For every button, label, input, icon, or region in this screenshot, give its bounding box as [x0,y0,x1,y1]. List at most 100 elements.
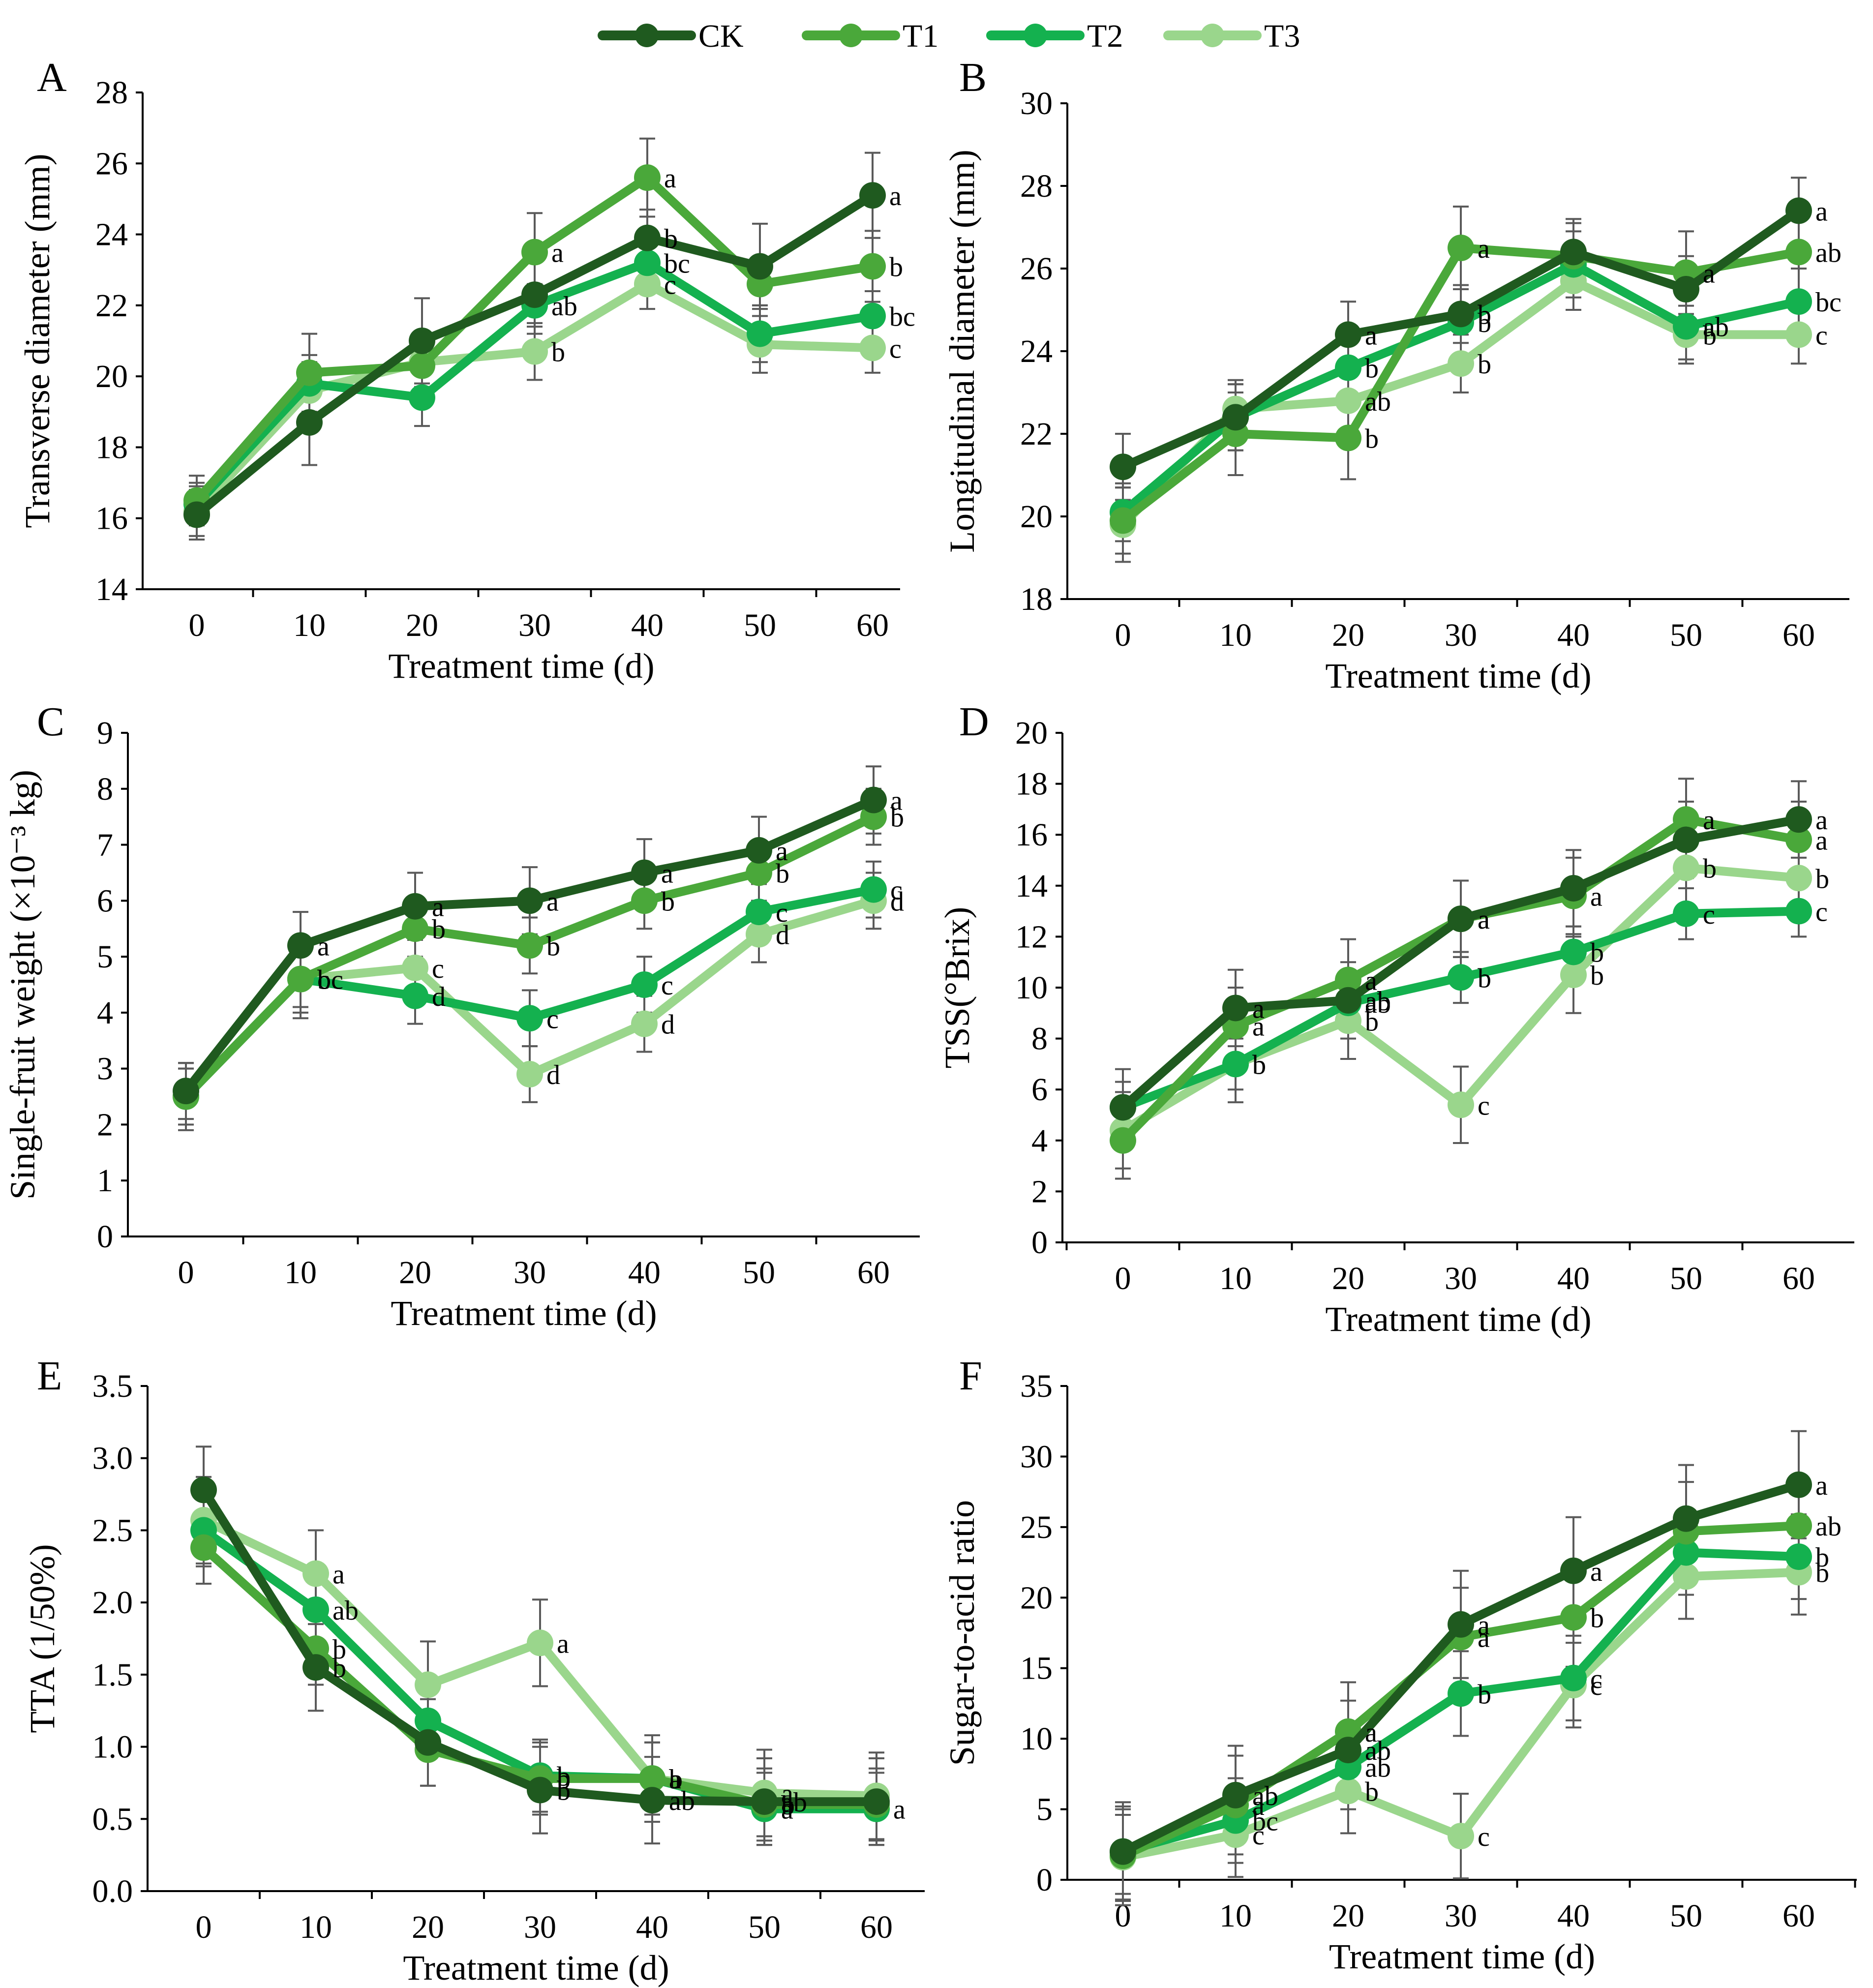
data-point-t1 [296,359,323,386]
panel-c-ytick-label: 5 [97,939,113,975]
panel-a-xtick-label: 40 [631,607,664,643]
significance-label-t2: c [661,970,673,1001]
data-point-ck [1673,276,1699,302]
significance-label-t1: b [1365,423,1379,454]
panel-e-xtick-label: 40 [636,1909,668,1945]
panel-e-xtick-label: 20 [412,1909,444,1945]
data-point-ck [287,932,314,959]
data-point-t1 [1110,507,1136,534]
significance-label-t3: b [1815,864,1829,894]
significance-label-t2: ab [551,291,577,322]
panel-a-xtick-label: 20 [406,607,438,643]
panel-d-xtick-label: 20 [1332,1261,1364,1296]
significance-label-t2: ab [1365,989,1391,1019]
significance-label-t1: b [557,1764,571,1795]
significance-label-t3: d [661,1010,675,1040]
panel-c-ytick-label: 3 [97,1051,113,1087]
legend-marker-t3 [1201,24,1224,47]
data-point-t3 [302,1560,329,1587]
panel-a-xtick-label: 10 [293,607,326,643]
data-point-ck [1785,197,1812,224]
data-point-ck [296,409,323,436]
panel-b-ytick-label: 24 [1020,333,1053,369]
significance-label-t1: a [1478,904,1490,935]
legend-marker-ck [635,24,659,47]
data-point-t3 [746,921,772,948]
data-point-t1 [1785,1512,1812,1539]
panel-e-xtick-label: 30 [524,1909,556,1945]
panel-e-y-axis-title: TTA (1/50%) [23,1544,62,1733]
significance-label-t2: b [1478,1679,1491,1710]
significance-label-t2: a [781,1795,793,1825]
data-point-t1 [1785,826,1812,853]
panel-c-xtick-label: 30 [514,1255,546,1291]
data-point-t3 [1448,1823,1474,1850]
data-point-t2 [1448,1680,1474,1707]
significance-label-t2: b [1478,308,1491,338]
panel-c-xtick-label: 0 [178,1255,194,1291]
data-point-ck [409,328,435,354]
data-point-t1 [634,164,661,191]
panel-f-ytick-label: 15 [1020,1651,1053,1687]
significance-label-t1: b [317,965,331,995]
data-point-t2 [860,876,887,903]
panel-f-ytick-label: 35 [1020,1368,1053,1404]
panel-d-xtick-label: 0 [1115,1261,1131,1296]
panel-b-ytick-label: 18 [1020,581,1053,617]
significance-label-t2: bc [1252,1807,1278,1837]
panel-f-ytick-label: 25 [1020,1509,1053,1545]
panel-e-ytick-label: 3.5 [92,1368,133,1404]
legend-label-t2: T2 [1087,18,1123,54]
significance-label-t2: b [669,1764,683,1795]
data-point-t2 [631,971,658,998]
data-point-t2 [1673,313,1699,340]
data-point-t2 [1222,1051,1249,1078]
panel-f-y-axis-title: Sugar-to-acid ratio [942,1500,982,1766]
panel-f-xtick-label: 30 [1445,1898,1477,1934]
data-point-ck [860,786,887,813]
data-point-t1 [516,932,543,959]
significance-label-t1: a [1703,258,1715,289]
significance-label-t2: a [893,1795,906,1825]
data-point-ck [1335,987,1361,1014]
data-point-t2 [1673,1539,1699,1566]
chart-panel-a: A 14 16 18 20 22 24 26 28 0 10 20 30 40 50 60 Treatment … [18,55,915,686]
data-point-t2 [634,249,661,276]
panel-f-xtick-label: 50 [1670,1898,1702,1934]
panel-c-ytick-label: 9 [97,715,113,751]
panel-f-ytick-label: 20 [1020,1580,1053,1616]
data-point-ck [1335,1737,1361,1764]
significance-label-t2: bc [317,965,343,995]
panel-d-y-axis-title: TSS(°Brix) [937,907,977,1069]
significance-label-t3: b [1703,320,1717,351]
panel-d-ytick-label: 6 [1031,1072,1048,1108]
chart-panel-c: C 0 1 2 3 4 5 6 7 8 9 0 10 20 30 40 50 60 Treatment time (… [3,699,920,1333]
significance-label-ck: ab [669,1786,695,1816]
significance-label-ck: a [889,181,902,211]
panel-c-ytick-label: 2 [97,1107,113,1143]
significance-label-t1: b [890,803,904,833]
panel-a-xtick-label: 30 [518,607,551,643]
panel-f-ytick-label: 5 [1036,1792,1053,1828]
data-point-t3 [402,954,428,981]
panel-e-xtick-label: 60 [860,1909,893,1945]
significance-label-ck: a [1815,1471,1828,1501]
panel-c-x-axis-title: Treatment time (d) [391,1294,657,1333]
panel-d-ytick-label: 0 [1031,1225,1048,1261]
panel-a-ytick-label: 20 [95,359,128,394]
data-point-t2 [402,982,428,1009]
data-point-ck [1110,1094,1136,1121]
significance-label-t1: a [664,163,676,194]
panel-e-ytick-label: 2.0 [92,1585,133,1621]
significance-label-ck: b [1478,300,1491,330]
data-point-t1 [1110,1127,1136,1154]
significance-label-t3: c [1815,320,1828,351]
data-point-t2 [1560,938,1587,965]
panel-a-xtick-label: 50 [744,607,776,643]
data-point-t3 [527,1629,553,1657]
significance-label-t1: b [889,252,903,283]
panel-c-ytick-label: 1 [97,1163,113,1199]
data-point-t2 [1785,898,1812,925]
panel-c-ytick-label: 7 [97,827,113,863]
data-point-t1 [1335,966,1361,994]
